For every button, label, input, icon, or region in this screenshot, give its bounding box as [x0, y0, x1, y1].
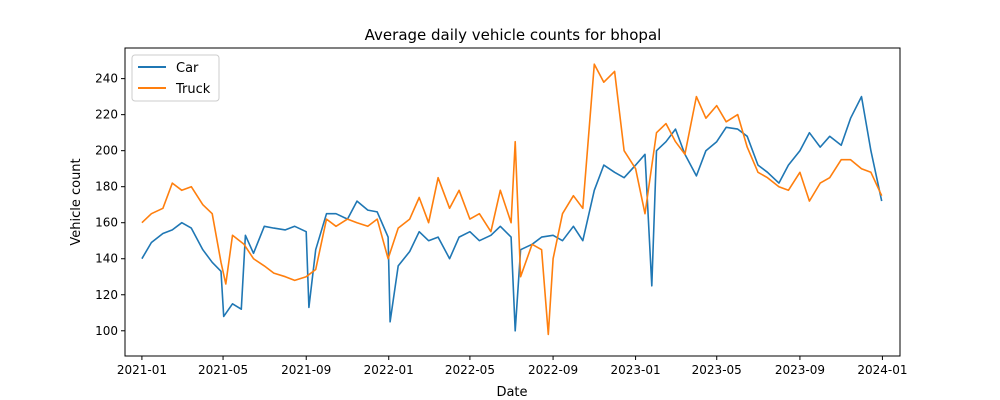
series-line-car: [141, 95, 883, 332]
x-tick-label: 2021-01: [117, 363, 167, 377]
x-tick-label: 2021-09: [281, 363, 331, 377]
series-line-truck: [141, 63, 883, 336]
x-tick-label: 2023-05: [692, 363, 742, 377]
y-tick-label: 160: [95, 216, 118, 230]
series-layer: [141, 63, 883, 336]
x-axis-title: Date: [496, 385, 527, 400]
x-tick-label: 2023-01: [611, 363, 661, 377]
legend: Car Truck: [131, 54, 220, 102]
y-tick-label: 120: [95, 288, 118, 302]
y-tick-label: 180: [95, 180, 118, 194]
legend-label-truck: Truck: [175, 82, 211, 97]
x-axis: 2021-01 2021-05 2021-09 2022-01 2022-05 2022-…: [117, 356, 907, 377]
y-tick-label: 240: [95, 72, 118, 86]
plot-frame: [124, 47, 901, 357]
y-axis-title: Vehicle count: [69, 158, 84, 245]
legend-label-car: Car: [176, 61, 199, 76]
x-tick-label: 2024-01: [857, 363, 907, 377]
x-tick-label: 2023-09: [775, 363, 825, 377]
x-tick-label: 2022-05: [445, 363, 495, 377]
x-tick-label: 2021-05: [198, 363, 248, 377]
x-tick-label: 2022-09: [528, 363, 578, 377]
y-tick-label: 100: [95, 324, 118, 338]
plot-area: [124, 47, 901, 357]
y-tick-label: 200: [95, 144, 118, 158]
x-tick-label: 2022-01: [364, 363, 414, 377]
y-tick-label: 220: [95, 108, 118, 122]
y-axis: 100 120 140 160 180 200 220 240: [95, 72, 125, 338]
y-tick-label: 140: [95, 252, 118, 266]
chart-title: Average daily vehicle counts for bhopal: [365, 26, 662, 44]
